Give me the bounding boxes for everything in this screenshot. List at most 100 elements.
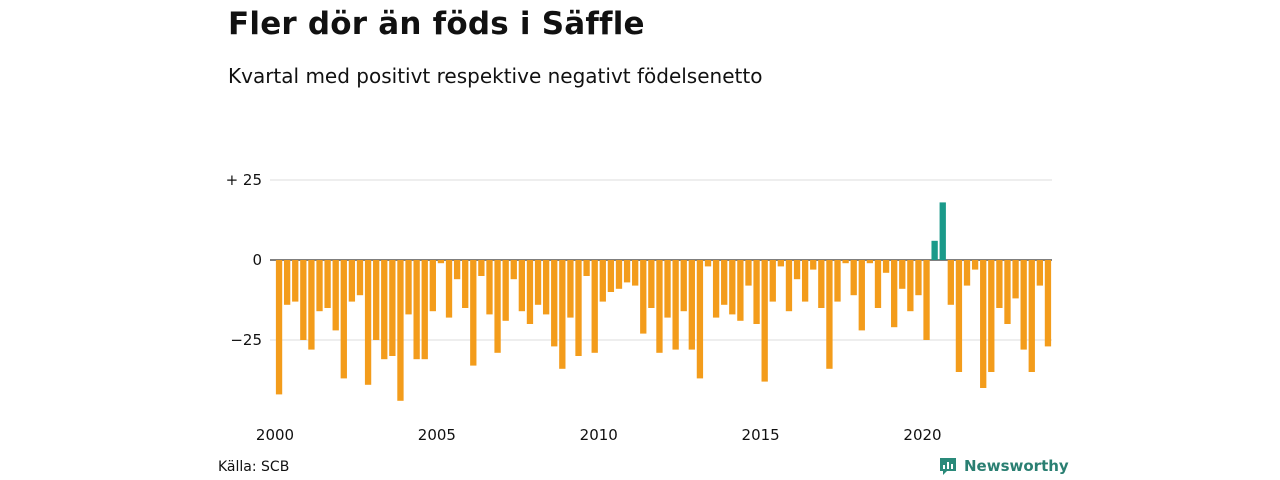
x-tick-label: 2015 [742, 426, 780, 444]
bar [332, 260, 339, 331]
bar [340, 260, 347, 379]
bar [882, 260, 890, 273]
bar [405, 260, 412, 315]
bar [534, 260, 542, 305]
bar [801, 260, 809, 302]
bar [421, 260, 428, 360]
bar [988, 260, 995, 372]
bar [526, 260, 534, 324]
bar [364, 260, 372, 385]
bar [939, 202, 946, 260]
bar [729, 260, 736, 315]
bar [559, 260, 566, 369]
bar [850, 260, 857, 296]
y-axis-ticks: + 25 0 −25 [226, 171, 262, 349]
bar [429, 260, 436, 312]
brand-logo[interactable]: Newsworthy [938, 456, 1069, 476]
bar [348, 260, 356, 302]
bar [826, 260, 833, 369]
bar [453, 260, 461, 280]
bar [672, 260, 679, 350]
bar [947, 260, 954, 305]
bar [696, 260, 704, 379]
bar [980, 260, 987, 388]
bar [275, 260, 283, 395]
bar [915, 260, 922, 296]
bar [955, 260, 963, 372]
newsworthy-logo-icon [940, 458, 956, 475]
bar [963, 260, 971, 286]
bar [818, 260, 825, 308]
x-tick-label: 2010 [580, 426, 618, 444]
bar [300, 260, 307, 340]
bar [907, 260, 914, 312]
bar [599, 260, 606, 302]
bar [1012, 260, 1019, 299]
bar [283, 260, 291, 305]
bar [899, 260, 906, 289]
bar [858, 260, 865, 331]
bar [381, 260, 388, 360]
bar [712, 260, 720, 318]
bar [583, 260, 590, 276]
bar [680, 260, 687, 312]
y-tick-label: + 25 [226, 171, 262, 189]
y-tick-label: 0 [252, 251, 262, 269]
bar [777, 260, 785, 267]
bar [324, 260, 331, 308]
bar [486, 260, 493, 315]
bar [567, 260, 574, 318]
bar [615, 260, 623, 289]
x-axis-ticks: 2000 2005 2010 2015 2020 [256, 426, 942, 444]
bar [413, 260, 420, 360]
bar [623, 260, 631, 283]
bar [575, 260, 582, 356]
bar [518, 260, 526, 312]
chart-subtitle: Kvartal med positivt respektive negativt… [228, 64, 763, 88]
bar [1044, 260, 1052, 347]
bar [397, 260, 404, 401]
bar [1028, 260, 1035, 372]
bar [971, 260, 979, 270]
bar [640, 260, 647, 334]
bar [648, 260, 655, 308]
bar [551, 260, 558, 347]
bar [931, 240, 938, 260]
bar [607, 260, 615, 292]
bar [437, 260, 445, 264]
bar [664, 260, 671, 318]
bar [494, 260, 501, 353]
bar [761, 260, 768, 382]
x-tick-label: 2005 [418, 426, 456, 444]
bar [478, 260, 485, 276]
bar [591, 260, 598, 353]
bar [1020, 260, 1027, 350]
bar [373, 260, 380, 340]
bar [721, 260, 728, 305]
bar [874, 260, 882, 308]
source-note: Källa: SCB [218, 459, 290, 475]
bar [891, 260, 898, 328]
bar [470, 260, 477, 366]
bar [834, 260, 841, 302]
bar [356, 260, 364, 296]
bar [996, 260, 1003, 308]
brand-name: Newsworthy [964, 457, 1069, 475]
bar [753, 260, 760, 324]
bar [510, 260, 517, 280]
bar [316, 260, 323, 312]
bar [462, 260, 469, 308]
bar [445, 260, 453, 318]
bar [1036, 260, 1044, 286]
bar [785, 260, 793, 312]
bar [389, 260, 396, 356]
bar [923, 260, 930, 340]
bar [842, 260, 849, 264]
y-tick-label: −25 [230, 331, 262, 349]
bar [308, 260, 315, 350]
bar [502, 260, 509, 321]
bar [1004, 260, 1011, 324]
bar [793, 260, 801, 280]
bar [704, 260, 712, 267]
